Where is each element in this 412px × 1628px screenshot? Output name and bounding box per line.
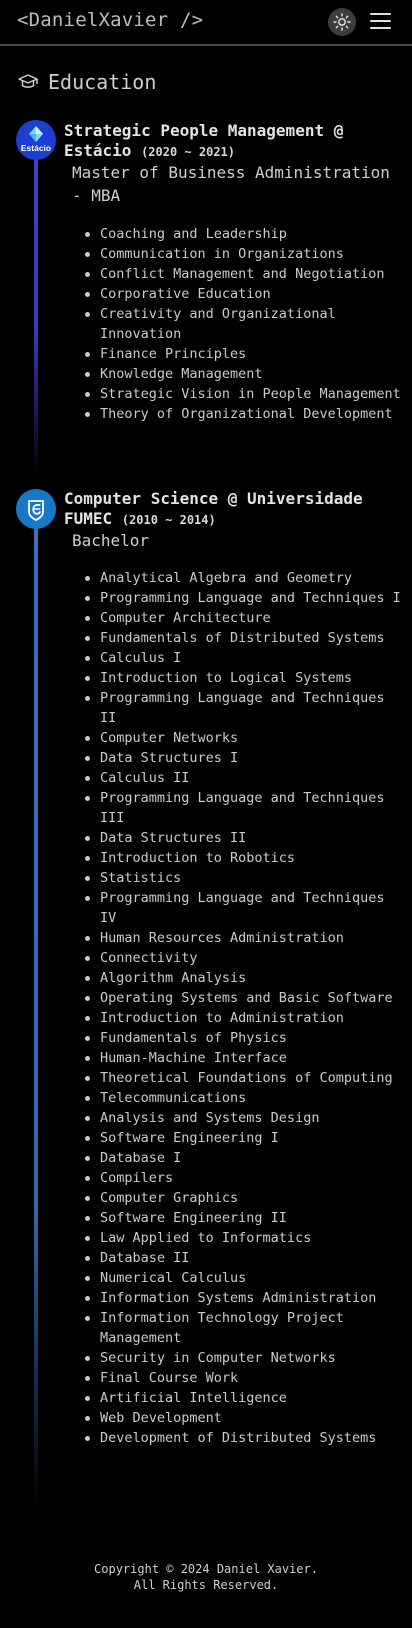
course-item: Computer Graphics <box>0 1188 412 1208</box>
rights-text: All Rights Reserved. <box>133 1578 279 1592</box>
course-item: Human-Machine Interface <box>0 1048 412 1068</box>
study-period: (2020 ~ 2021) <box>141 145 235 159</box>
course-item: Statistics <box>0 868 412 888</box>
footer: Copyright © 2024 Daniel Xavier. All Righ… <box>0 1561 412 1593</box>
site-logo[interactable]: <DanielXavier /> <box>17 9 204 31</box>
course-item: Operating Systems and Basic Software <box>0 988 412 1008</box>
course-item: Knowledge Management <box>0 364 412 384</box>
course-item: Computer Networks <box>0 728 412 748</box>
course-item: Corporative Education <box>0 284 412 304</box>
course-item: Database I <box>0 1148 412 1168</box>
course-item: Software Engineering I <box>0 1128 412 1148</box>
course-item: Introduction to Logical Systems <box>0 668 412 688</box>
estacio-logo: Estácio <box>16 120 56 160</box>
course-item: Programming Language and Techniques IV <box>0 888 412 928</box>
course-item: Strategic Vision in People Management <box>0 384 412 404</box>
timeline-line <box>34 140 38 478</box>
sun-icon <box>333 13 351 31</box>
institution-name: Computer Science @ Universidade FUMEC <box>64 489 363 528</box>
estacio-emblem-icon <box>29 126 43 142</box>
course-item: Fundamentals of Physics <box>0 1028 412 1048</box>
theme-toggle-button[interactable] <box>328 8 356 36</box>
degree-title: Master of Business Administration - MBA <box>72 163 390 205</box>
course-item: Calculus I <box>0 648 412 668</box>
course-item: Security in Computer Networks <box>0 1348 412 1368</box>
institution-title: Computer Science @ Universidade FUMEC (2… <box>64 489 404 530</box>
course-item: Programming Language and Techniques I <box>0 588 412 608</box>
course-item: Software Engineering II <box>0 1208 412 1228</box>
institution-title: Strategic People Management @ Estácio (2… <box>64 121 404 162</box>
course-item: Finance Principles <box>0 344 412 364</box>
course-item: Compilers <box>0 1168 412 1188</box>
course-item: Final Course Work <box>0 1368 412 1388</box>
course-item: Numerical Calculus <box>0 1268 412 1288</box>
course-item: Artificial Intelligence <box>0 1388 412 1408</box>
course-item: Development of Distributed Systems <box>0 1428 412 1448</box>
course-item: Theoretical Foundations of Computing <box>0 1068 412 1088</box>
graduation-cap-icon <box>18 74 38 88</box>
course-item: Computer Architecture <box>0 608 412 628</box>
top-nav-bar: <DanielXavier /> <box>0 0 412 46</box>
course-item: Programming Language and Techniques II <box>0 688 412 728</box>
course-item: Data Structures II <box>0 828 412 848</box>
course-item: Human Resources Administration <box>0 928 412 948</box>
fumec-emblem-icon <box>28 500 44 521</box>
course-item: Conflict Management and Negotiation <box>0 264 412 284</box>
course-item: Connectivity <box>0 948 412 968</box>
hamburger-menu-icon[interactable] <box>370 13 391 30</box>
course-list: Analytical Algebra and Geometry Programm… <box>0 568 412 1448</box>
study-period: (2010 ~ 2014) <box>121 513 216 527</box>
course-item: Calculus II <box>0 768 412 788</box>
course-item: Telecommunications <box>0 1088 412 1108</box>
course-item: Communication in Organizations <box>0 244 412 264</box>
course-item: Algorithm Analysis <box>0 968 412 988</box>
institution-name: Strategic People Management @ Estácio <box>64 121 344 160</box>
course-item: Creativity and Organizational Innovation <box>0 304 412 344</box>
degree-title: Bachelor <box>72 531 150 550</box>
course-item: Information Technology Project Managemen… <box>0 1308 412 1348</box>
course-item: Data Structures I <box>0 748 412 768</box>
course-item: Programming Language and Techniques III <box>0 788 412 828</box>
course-item: Analytical Algebra and Geometry <box>0 568 412 588</box>
course-item: Introduction to Administration <box>0 1008 412 1028</box>
course-item: Fundamentals of Distributed Systems <box>0 628 412 648</box>
course-item: Coaching and Leadership <box>0 224 412 244</box>
course-item: Web Development <box>0 1408 412 1428</box>
course-item: Introduction to Robotics <box>0 848 412 868</box>
fumec-logo <box>16 489 56 529</box>
estacio-logo-text: Estácio <box>20 143 52 153</box>
section-title: Education <box>48 70 157 94</box>
course-item: Information Systems Administration <box>0 1288 412 1308</box>
copyright-text: Copyright © 2024 Daniel Xavier. <box>94 1562 318 1576</box>
course-list: Coaching and Leadership Communication in… <box>0 224 412 424</box>
timeline-line <box>34 510 38 1510</box>
course-item: Analysis and Systems Design <box>0 1108 412 1128</box>
course-item: Law Applied to Informatics <box>0 1228 412 1248</box>
course-item: Database II <box>0 1248 412 1268</box>
course-item: Theory of Organizational Development <box>0 404 412 424</box>
